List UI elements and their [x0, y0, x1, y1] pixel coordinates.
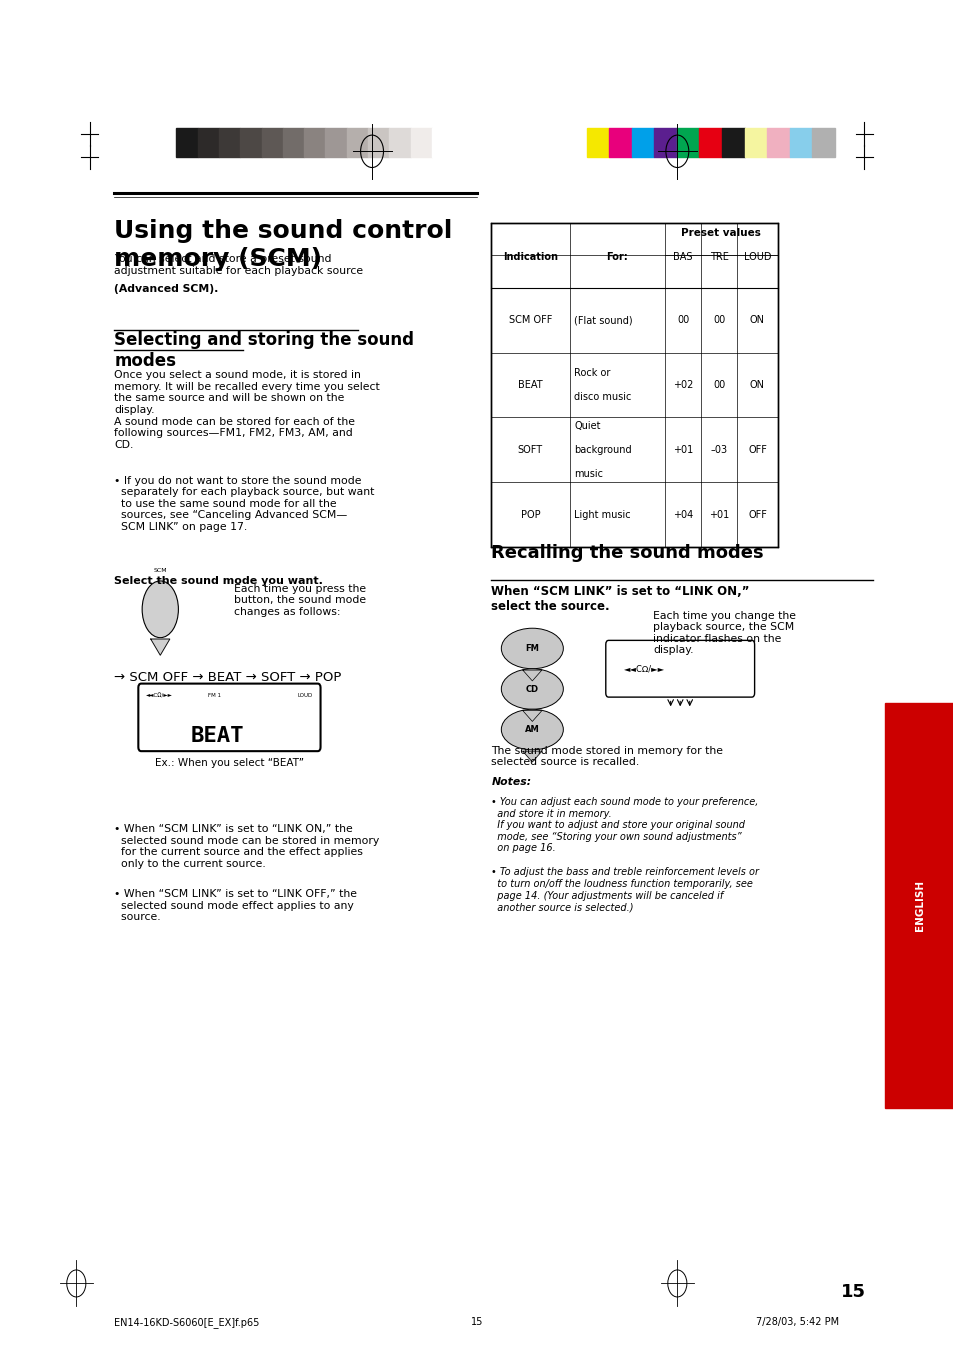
Text: • When “SCM LINK” is set to “LINK OFF,” the
  selected sound mode effect applies: • When “SCM LINK” is set to “LINK OFF,” … [114, 889, 357, 923]
Bar [654, 128, 677, 158]
Text: CD: CD [525, 685, 538, 693]
Text: AM: AM [524, 725, 539, 734]
Text: FM 1: FM 1 [208, 693, 221, 698]
Text: +01: +01 [672, 444, 693, 455]
Text: Notes:: Notes: [491, 777, 531, 786]
Text: Each time you press the
button, the sound mode
changes as follows:: Each time you press the button, the soun… [233, 584, 365, 617]
Text: (Flat sound): (Flat sound) [574, 315, 632, 326]
Text: Indication: Indication [502, 251, 558, 262]
Text: SCM: SCM [153, 567, 167, 573]
Text: 15: 15 [471, 1317, 482, 1327]
Text: 00: 00 [713, 380, 724, 390]
Text: ON: ON [749, 315, 764, 326]
Bar [325, 128, 346, 158]
Bar [811, 128, 834, 158]
Bar [261, 128, 283, 158]
Text: Selecting and storing the sound
modes: Selecting and storing the sound modes [114, 331, 414, 370]
Text: ◄◄CΩ/►►: ◄◄CΩ/►► [623, 665, 664, 673]
Text: music: music [574, 469, 602, 480]
Text: FM: FM [525, 644, 538, 653]
Ellipse shape [501, 669, 562, 709]
Text: ◄◄CΩ/►►: ◄◄CΩ/►► [146, 693, 172, 698]
Bar [176, 128, 197, 158]
Bar [884, 703, 953, 1108]
Text: You can select and store a preset sound
adjustment suitable for each playback so: You can select and store a preset sound … [114, 254, 363, 276]
Text: 7/28/03, 5:42 PM: 7/28/03, 5:42 PM [756, 1317, 839, 1327]
Bar [766, 128, 789, 158]
Bar [368, 128, 389, 158]
Bar [432, 128, 453, 158]
Text: LOUD: LOUD [297, 693, 313, 698]
Text: The sound mode stored in memory for the
selected source is recalled.: The sound mode stored in memory for the … [491, 746, 722, 767]
FancyBboxPatch shape [605, 640, 754, 697]
Bar [346, 128, 368, 158]
Text: • If you do not want to store the sound mode
  separately for each playback sour: • If you do not want to store the sound … [114, 476, 375, 532]
Polygon shape [522, 670, 541, 681]
Text: SOFT: SOFT [517, 444, 542, 455]
Text: BEAT: BEAT [517, 380, 542, 390]
Text: Select the sound mode you want.: Select the sound mode you want. [114, 576, 323, 585]
Text: disco music: disco music [574, 392, 631, 403]
Bar [699, 128, 721, 158]
Bar [586, 128, 609, 158]
Text: Once you select a sound mode, it is stored in
memory. It will be recalled every : Once you select a sound mode, it is stor… [114, 370, 380, 450]
Text: • When “SCM LINK” is set to “LINK ON,” the
  selected sound mode can be stored i: • When “SCM LINK” is set to “LINK ON,” t… [114, 824, 379, 869]
Text: +01: +01 [708, 509, 729, 520]
Bar [491, 223, 777, 547]
Text: Preset values: Preset values [680, 228, 760, 238]
Text: Ex.: When you select “BEAT”: Ex.: When you select “BEAT” [154, 758, 304, 767]
Text: Quiet: Quiet [574, 420, 600, 431]
Text: LOUD: LOUD [743, 251, 770, 262]
Text: 00: 00 [677, 315, 688, 326]
Text: Each time you change the
playback source, the SCM
indicator flashes on the
displ: Each time you change the playback source… [653, 611, 796, 655]
Text: +02: +02 [672, 380, 693, 390]
Text: POP: POP [520, 509, 539, 520]
Bar [283, 128, 304, 158]
Text: For:: For: [606, 251, 627, 262]
Ellipse shape [142, 581, 178, 638]
Text: • You can adjust each sound mode to your preference,
  and store it in memory.
 : • You can adjust each sound mode to your… [491, 797, 758, 854]
Text: When “SCM LINK” is set to “LINK ON,”
select the source.: When “SCM LINK” is set to “LINK ON,” sel… [491, 585, 749, 613]
Bar [721, 128, 743, 158]
Bar [197, 128, 219, 158]
Ellipse shape [501, 628, 562, 669]
Text: OFF: OFF [747, 509, 766, 520]
Ellipse shape [501, 709, 562, 750]
Text: BEAT: BEAT [191, 727, 244, 746]
Text: (Advanced SCM).: (Advanced SCM). [114, 284, 218, 293]
Text: 15: 15 [841, 1282, 865, 1301]
FancyBboxPatch shape [138, 684, 320, 751]
Bar [304, 128, 325, 158]
Bar [631, 128, 654, 158]
Polygon shape [151, 639, 170, 655]
Text: Using the sound control
memory (SCM): Using the sound control memory (SCM) [114, 219, 453, 270]
Bar [743, 128, 766, 158]
Bar [789, 128, 811, 158]
Text: TRE: TRE [709, 251, 728, 262]
Text: +04: +04 [672, 509, 693, 520]
Polygon shape [522, 711, 541, 721]
Text: BAS: BAS [673, 251, 692, 262]
Text: –03: –03 [710, 444, 727, 455]
Text: OFF: OFF [747, 444, 766, 455]
Text: EN14-16KD-S6060[E_EX]f.p65: EN14-16KD-S6060[E_EX]f.p65 [114, 1317, 259, 1328]
Bar [219, 128, 240, 158]
Polygon shape [522, 751, 541, 762]
Bar [677, 128, 699, 158]
Bar [240, 128, 261, 158]
Text: background: background [574, 444, 631, 455]
Bar [389, 128, 410, 158]
Text: → SCM OFF → BEAT → SOFT → POP: → SCM OFF → BEAT → SOFT → POP [114, 671, 341, 685]
Text: 00: 00 [713, 315, 724, 326]
Bar [609, 128, 631, 158]
Text: Light music: Light music [574, 509, 630, 520]
Text: ENGLISH: ENGLISH [914, 880, 923, 931]
Text: Rock or: Rock or [574, 367, 610, 378]
Text: Recalling the sound modes: Recalling the sound modes [491, 544, 763, 562]
Text: SCM OFF: SCM OFF [508, 315, 552, 326]
Text: ON: ON [749, 380, 764, 390]
Bar [410, 128, 432, 158]
Text: • To adjust the bass and treble reinforcement levels or
  to turn on/off the lou: • To adjust the bass and treble reinforc… [491, 867, 759, 912]
